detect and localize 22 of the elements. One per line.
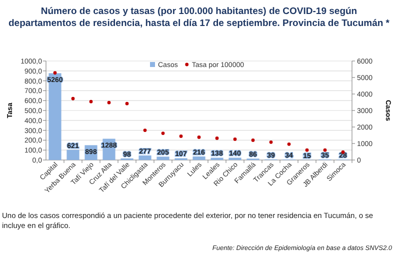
point	[161, 132, 165, 135]
point	[197, 136, 201, 139]
bar	[66, 150, 80, 160]
point	[71, 96, 75, 100]
point	[305, 148, 309, 152]
chart-title: Número de casos y tasas (por 100.000 habitantes) de COVID-19 según departamentos de residencia, hasta el día 17 de septiembre. Provincia de Tucumán *	[8, 6, 390, 29]
point	[323, 148, 327, 152]
bar	[138, 155, 152, 160]
point	[89, 100, 93, 104]
point	[215, 136, 219, 140]
point	[287, 142, 291, 146]
bar	[156, 156, 170, 160]
point	[125, 102, 129, 106]
point	[251, 138, 255, 142]
point	[107, 100, 111, 104]
point	[269, 140, 273, 144]
point	[53, 71, 57, 75]
point	[179, 134, 183, 138]
bar	[192, 156, 206, 160]
bar	[48, 73, 62, 160]
point	[233, 138, 237, 141]
point	[143, 128, 147, 132]
